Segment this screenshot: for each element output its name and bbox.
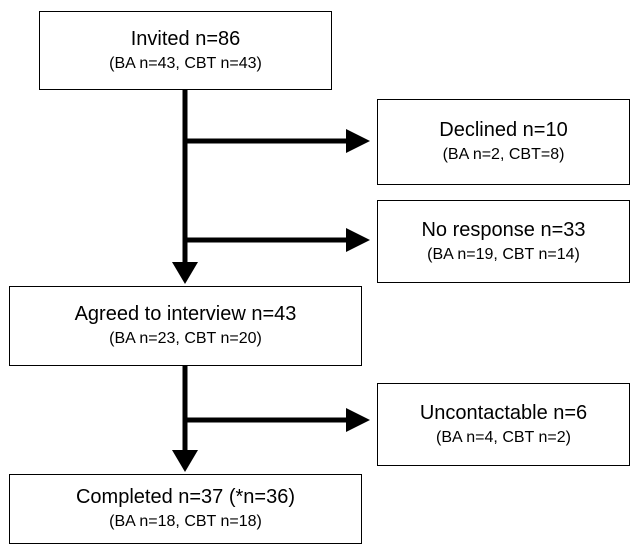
no-response-title: No response n=33 (421, 218, 586, 241)
arrowhead-to-no-response (346, 228, 370, 252)
no-response-detail: (BA n=19, CBT n=14) (427, 245, 580, 263)
agreed-title: Agreed to interview n=43 (74, 303, 297, 325)
arrowhead-to-uncontactable (346, 408, 370, 432)
completed-box: Completed n=37 (*n=36) (BA n=18, CBT n=1… (9, 474, 362, 544)
arrowhead-to-declined (346, 129, 370, 153)
agreed-box: Agreed to interview n=43 (BA n=23, CBT n… (9, 286, 362, 366)
completed-detail: (BA n=18, CBT n=18) (109, 513, 262, 530)
uncontactable-detail: (BA n=4, CBT n=2) (436, 428, 571, 446)
uncontactable-box: Uncontactable n=6 (BA n=4, CBT n=2) (377, 383, 630, 466)
arrowhead-to-agreed (172, 262, 198, 284)
declined-detail: (BA n=2, CBT=8) (442, 146, 565, 163)
uncontactable-title: Uncontactable n=6 (419, 401, 588, 424)
arrowhead-to-completed (172, 450, 198, 472)
no-response-box: No response n=33 (BA n=19, CBT n=14) (377, 200, 630, 283)
completed-title: Completed n=37 (*n=36) (75, 486, 296, 508)
invited-title: Invited n=86 (130, 27, 241, 50)
invited-detail: (BA n=43, CBT n=43) (109, 54, 262, 72)
invited-box: Invited n=86 (BA n=43, CBT n=43) (39, 11, 332, 90)
declined-box: Declined n=10 (BA n=2, CBT=8) (377, 99, 630, 185)
declined-title: Declined n=10 (439, 119, 568, 141)
agreed-detail: (BA n=23, CBT n=20) (109, 330, 262, 347)
